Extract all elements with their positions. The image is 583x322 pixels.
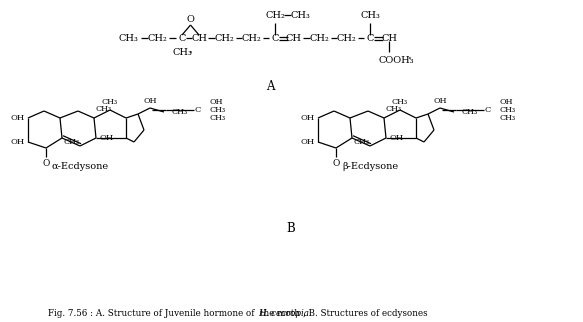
Text: CH₃: CH₃ — [102, 98, 118, 106]
Text: CH: CH — [191, 33, 207, 43]
Text: CH₂: CH₂ — [336, 33, 356, 43]
Text: CH₂: CH₂ — [309, 33, 329, 43]
Text: CH₃: CH₃ — [290, 11, 310, 20]
Text: H. cecropia: H. cecropia — [258, 309, 309, 318]
Text: C: C — [271, 33, 279, 43]
Text: CH₂: CH₂ — [214, 33, 234, 43]
Text: O: O — [187, 14, 195, 24]
Text: CH₃: CH₃ — [210, 114, 226, 122]
Text: O: O — [43, 158, 50, 167]
Text: CH₂: CH₂ — [241, 33, 261, 43]
Text: CH₂: CH₂ — [265, 11, 285, 20]
Text: OH: OH — [301, 114, 315, 122]
Text: CH₂: CH₂ — [147, 33, 167, 43]
Text: CH₃: CH₃ — [118, 33, 138, 43]
Text: α-Ecdysone: α-Ecdysone — [51, 162, 108, 171]
Text: CH₃: CH₃ — [386, 105, 402, 113]
Text: CH₃: CH₃ — [462, 108, 478, 116]
Text: CH₃: CH₃ — [392, 98, 408, 106]
Text: CH₃: CH₃ — [354, 138, 370, 146]
Text: B: B — [287, 222, 296, 234]
Text: CH₃: CH₃ — [500, 106, 516, 114]
Text: OH: OH — [10, 114, 25, 122]
Text: CH₃: CH₃ — [172, 108, 188, 116]
Text: OH: OH — [10, 138, 25, 146]
Text: CH₃: CH₃ — [64, 138, 80, 146]
Text: COOH₃: COOH₃ — [378, 55, 414, 64]
Text: OH: OH — [99, 134, 113, 142]
Text: β-Ecdysone: β-Ecdysone — [342, 162, 398, 171]
Text: , B. Structures of ecdysones: , B. Structures of ecdysones — [303, 309, 427, 318]
Text: C: C — [366, 33, 374, 43]
Text: Fig. 7.56 : A. Structure of Juvenile hormone of  the moth: Fig. 7.56 : A. Structure of Juvenile hor… — [48, 309, 303, 318]
Text: CH: CH — [381, 33, 397, 43]
Text: OH: OH — [500, 98, 514, 106]
Text: OH: OH — [389, 134, 403, 142]
Text: CH₃: CH₃ — [172, 48, 192, 56]
Text: .: . — [408, 49, 412, 62]
Text: C: C — [485, 106, 491, 114]
Text: C: C — [195, 106, 201, 114]
Text: C: C — [178, 33, 186, 43]
Text: CH₃: CH₃ — [210, 106, 226, 114]
Text: A: A — [266, 80, 274, 92]
Text: OH: OH — [143, 97, 157, 105]
Text: CH₃: CH₃ — [360, 11, 380, 20]
Text: OH: OH — [433, 97, 447, 105]
Text: CH₃: CH₃ — [96, 105, 112, 113]
Text: CH: CH — [286, 33, 302, 43]
Text: .: . — [189, 43, 193, 55]
Text: OH: OH — [210, 98, 223, 106]
Text: O: O — [332, 158, 340, 167]
Text: OH: OH — [301, 138, 315, 146]
Text: CH₃: CH₃ — [500, 114, 516, 122]
